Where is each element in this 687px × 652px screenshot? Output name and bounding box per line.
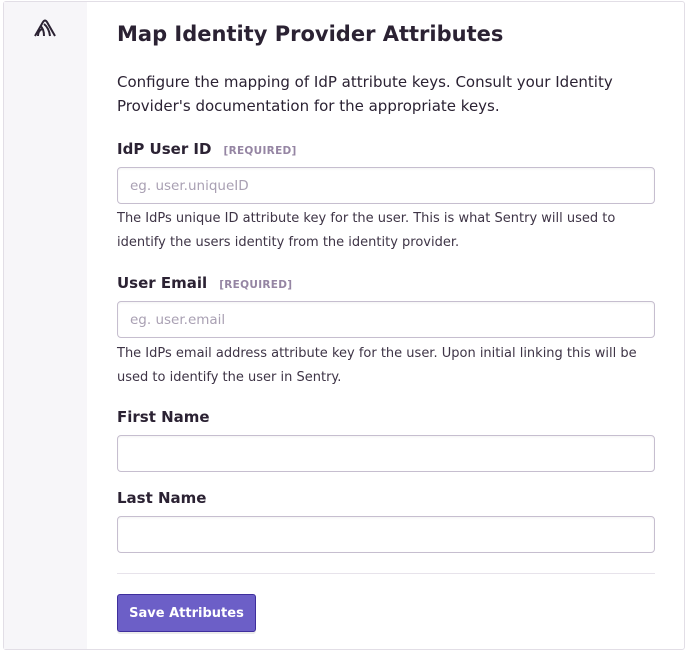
required-badge: [REQUIRED] (223, 145, 297, 157)
idp-user-id-input[interactable] (117, 167, 655, 204)
user-email-input[interactable] (117, 301, 655, 338)
sso-setup-card: Map Identity Provider Attributes Configu… (3, 1, 685, 650)
sidebar (4, 2, 87, 649)
first-name-label: First Name (117, 408, 210, 426)
first-name-input[interactable] (117, 435, 655, 472)
page-description: Configure the mapping of IdP attribute k… (117, 73, 613, 115)
save-attributes-button[interactable]: Save Attributes (117, 594, 256, 632)
idp-user-id-help: The IdPs unique ID attribute key for the… (117, 211, 616, 250)
last-name-input[interactable] (117, 516, 655, 553)
user-email-label: User Email [REQUIRED] (117, 274, 292, 292)
user-email-help: The IdPs email address attribute key for… (117, 346, 637, 385)
idp-user-id-label: IdP User ID [REQUIRED] (117, 140, 297, 158)
label-text: User Email (117, 274, 208, 292)
last-name-label: Last Name (117, 489, 207, 507)
label-text: IdP User ID (117, 140, 212, 158)
divider (117, 573, 655, 574)
required-badge: [REQUIRED] (219, 279, 293, 291)
page-title: Map Identity Provider Attributes (117, 22, 504, 46)
sentry-logo-icon (34, 19, 56, 37)
